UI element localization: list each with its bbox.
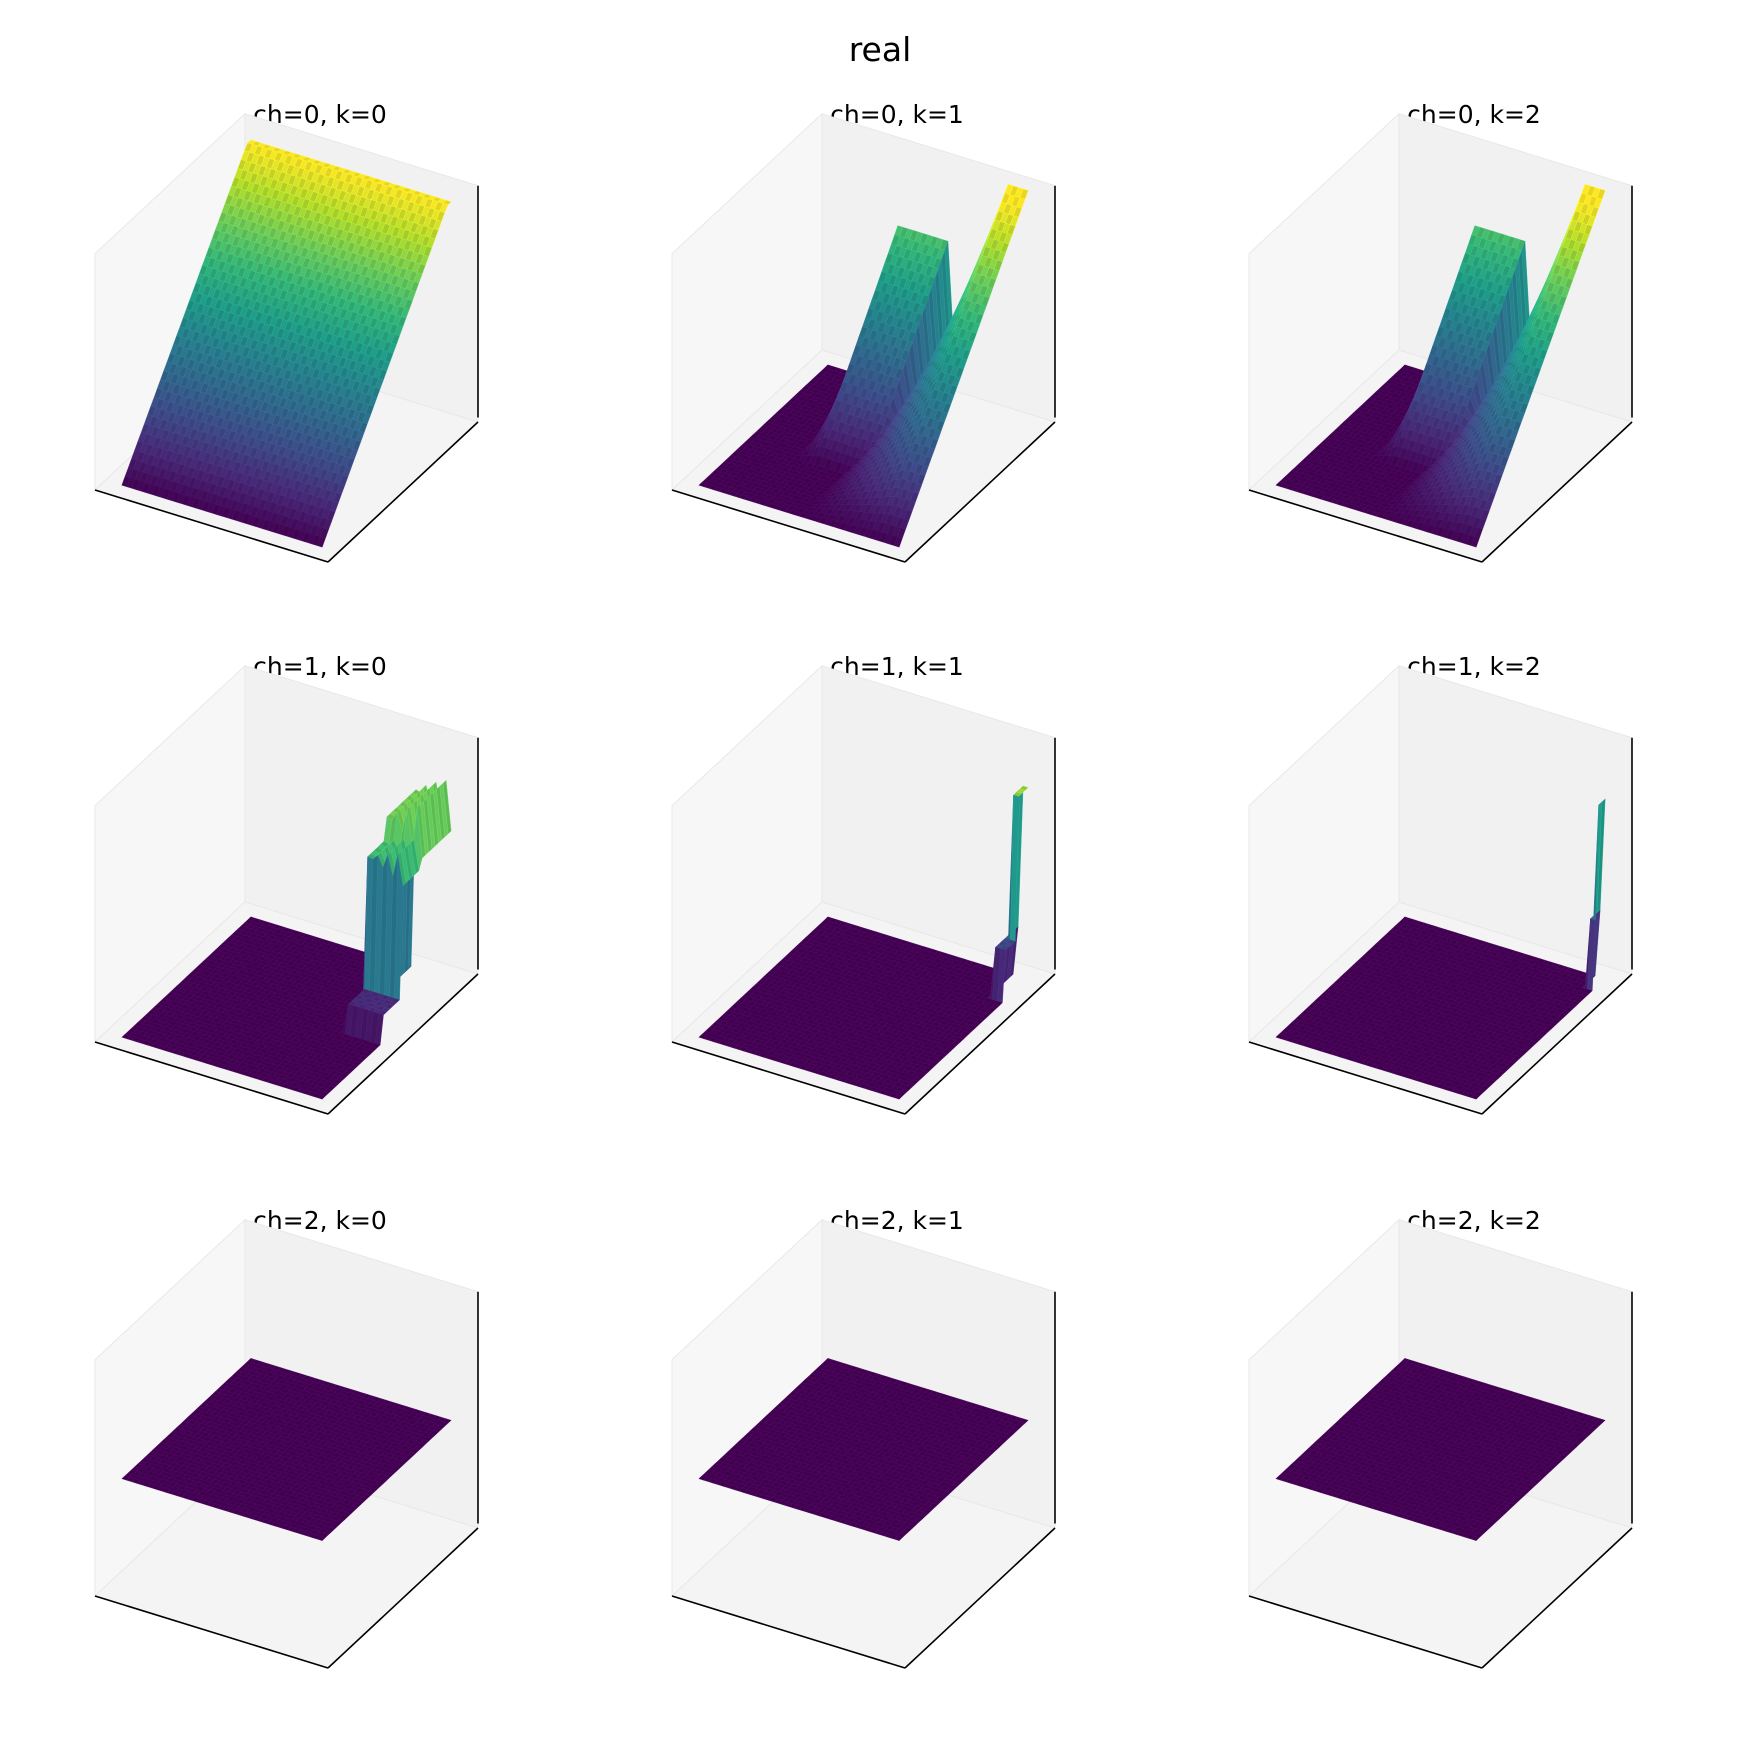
surface (121, 779, 452, 1100)
axes-3d (1248, 112, 1633, 563)
x-axis-line (1248, 489, 1483, 563)
axes-3d (94, 112, 479, 563)
surface-plot (1248, 112, 1633, 563)
surface (121, 139, 452, 548)
axes-3d (94, 664, 479, 1115)
surface-plot (671, 112, 1056, 563)
axes-3d (671, 112, 1056, 563)
subplot: ch=0, k=2 (1194, 100, 1754, 640)
x-axis-line (94, 489, 329, 563)
surface (1275, 184, 1606, 548)
subplot: ch=0, k=0 (40, 100, 600, 640)
surface (698, 184, 1029, 548)
surface-plot (94, 664, 479, 1115)
y-axis-line (904, 421, 1056, 563)
surface-plot (94, 112, 479, 563)
y-axis-line (327, 421, 479, 563)
x-axis-line (671, 489, 906, 563)
figure-title: real (848, 30, 912, 69)
subplot: ch=0, k=1 (617, 100, 1177, 640)
y-axis-line (1481, 421, 1633, 563)
surface-cell (1470, 536, 1480, 548)
surface-cell (893, 536, 903, 548)
subplot: ch=1, k=0 (40, 652, 600, 1192)
surface-cell (316, 536, 326, 548)
